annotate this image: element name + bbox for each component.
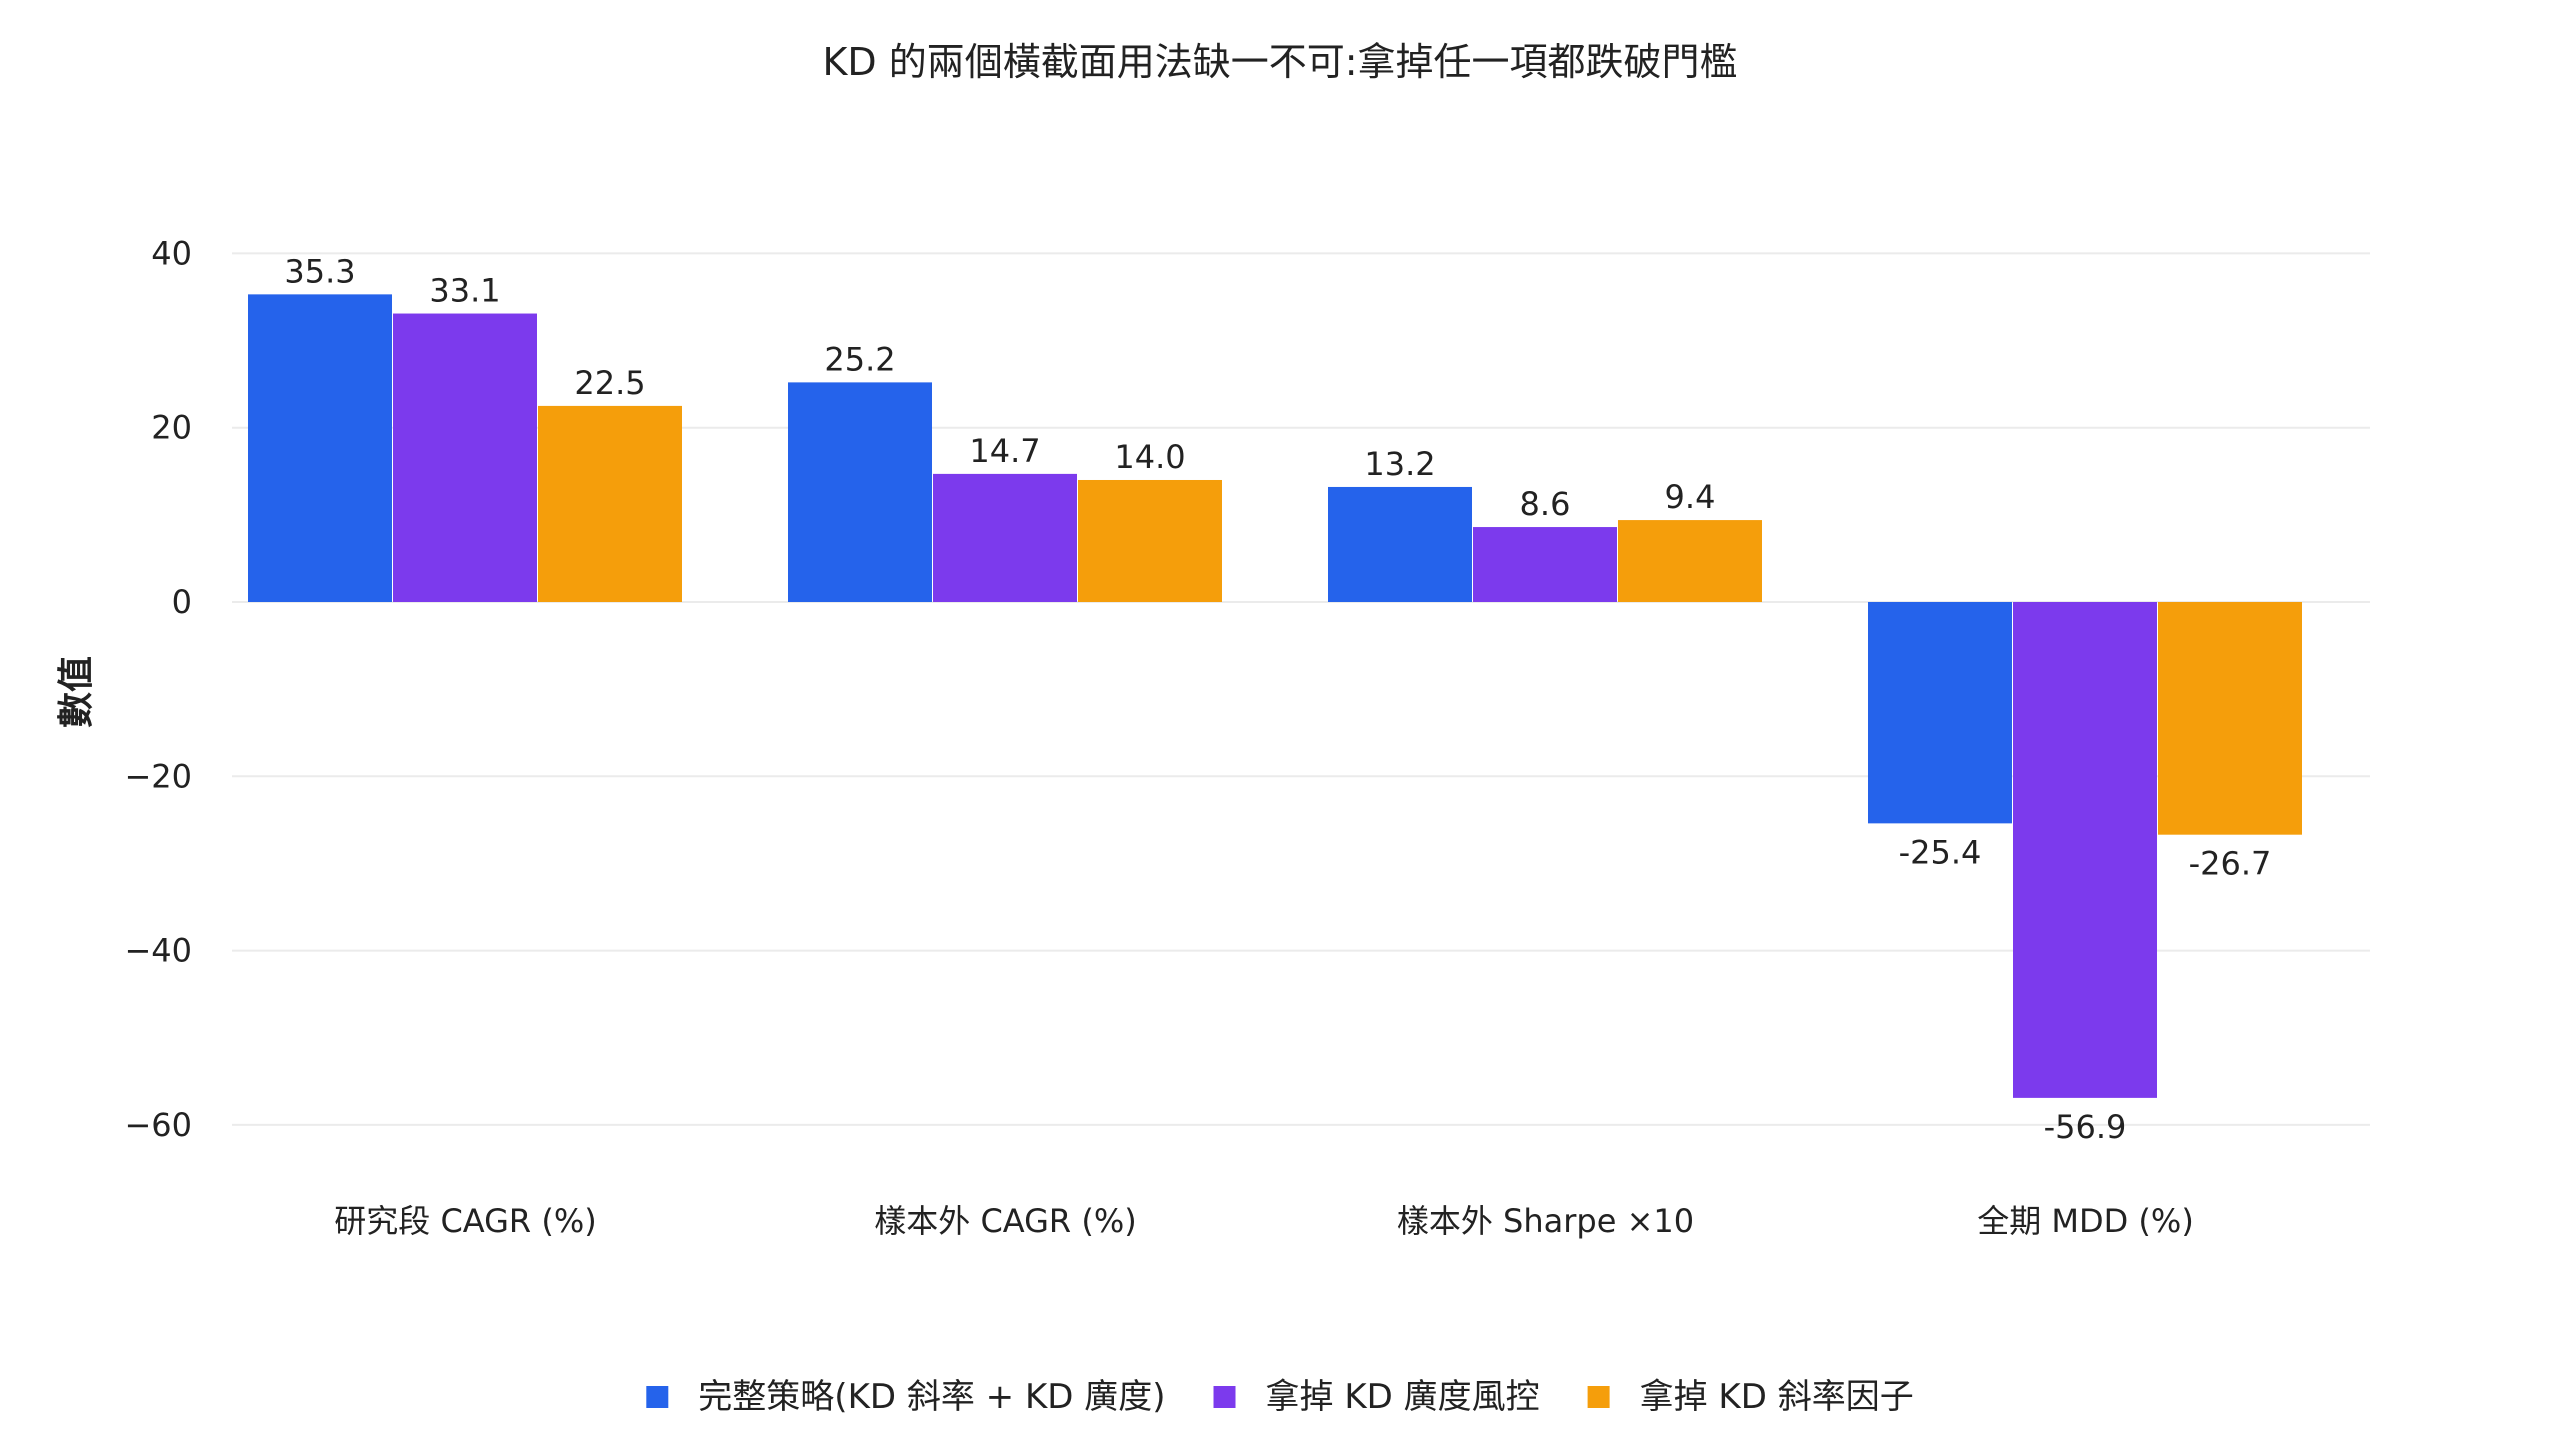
y-tick-label: 0 <box>172 583 192 621</box>
bar <box>248 294 392 602</box>
y-axis-title: 數值 <box>56 656 97 728</box>
data-label: 25.2 <box>824 340 895 378</box>
legend-label: 拿掉 KD 廣度風控 <box>1266 1377 1540 1417</box>
data-label: -25.4 <box>1899 833 1982 871</box>
data-label: 8.6 <box>1520 485 1571 523</box>
chart-title: KD 的兩個橫截面用法缺一不可:拿掉任一項都跌破門檻 <box>822 40 1737 84</box>
bar <box>1078 479 1222 602</box>
bar <box>1618 520 1762 602</box>
data-label: 22.5 <box>574 364 645 402</box>
y-tick-label: 20 <box>151 409 192 447</box>
bar <box>393 313 537 602</box>
legend-swatch <box>1213 1386 1236 1408</box>
data-label: -26.7 <box>2189 845 2272 883</box>
x-tick-label: 樣本外 Sharpe ×10 <box>1397 1202 1694 1240</box>
legend-item[interactable]: 完整策略(KD 斜率 + KD 廣度) <box>646 1377 1166 1417</box>
data-label: 14.7 <box>969 432 1040 470</box>
legend-swatch <box>646 1386 669 1408</box>
y-tick-label: −40 <box>124 932 192 970</box>
bar <box>1473 527 1617 602</box>
bar <box>2013 602 2157 1098</box>
x-tick-label: 研究段 CAGR (%) <box>334 1202 596 1240</box>
legend: 完整策略(KD 斜率 + KD 廣度) 拿掉 KD 廣度風控 拿掉 KD 斜率因子 <box>646 1377 1914 1417</box>
bar <box>933 473 1077 602</box>
x-tick-label: 樣本外 CAGR (%) <box>874 1202 1136 1240</box>
legend-swatch <box>1587 1386 1610 1408</box>
legend-label: 拿掉 KD 斜率因子 <box>1640 1377 1914 1417</box>
x-axis-ticks: 研究段 CAGR (%) 樣本外 CAGR (%) 樣本外 Sharpe ×10 全期… <box>334 1202 2194 1240</box>
y-tick-label: −60 <box>124 1106 192 1144</box>
data-label: -56.9 <box>2044 1108 2127 1146</box>
y-tick-label: 40 <box>151 234 192 272</box>
data-label: 33.1 <box>429 272 500 310</box>
data-labels: 35.3 33.1 22.5 25.2 14.7 14.0 13.2 8.6 9.4 -25.4 -… <box>284 252 2271 1146</box>
y-axis-ticks: 40 20 0 −20 −40 −60 <box>124 234 192 1144</box>
bar <box>788 382 932 602</box>
data-label: 14.0 <box>1114 438 1185 476</box>
y-tick-label: −20 <box>124 757 192 795</box>
bars <box>248 294 2302 1098</box>
legend-label: 完整策略(KD 斜率 + KD 廣度) <box>698 1377 1165 1417</box>
bar <box>1328 486 1472 602</box>
x-tick-label: 全期 MDD (%) <box>1977 1202 2194 1240</box>
bar <box>538 405 682 602</box>
legend-item[interactable]: 拿掉 KD 斜率因子 <box>1587 1377 1914 1417</box>
data-label: 35.3 <box>284 252 355 290</box>
data-label: 9.4 <box>1665 478 1716 516</box>
bar <box>2158 602 2302 835</box>
data-label: 13.2 <box>1364 445 1435 483</box>
legend-item[interactable]: 拿掉 KD 廣度風控 <box>1213 1377 1540 1417</box>
bar <box>1868 602 2012 824</box>
